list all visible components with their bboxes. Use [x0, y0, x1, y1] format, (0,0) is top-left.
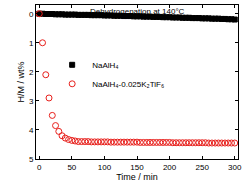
svg-text:5: 5 — [29, 155, 34, 164]
svg-text:Time / min: Time / min — [116, 172, 158, 182]
svg-text:0: 0 — [37, 163, 42, 172]
svg-text:0: 0 — [29, 10, 34, 19]
svg-text:200: 200 — [163, 163, 177, 172]
svg-text:2: 2 — [29, 68, 34, 77]
svg-text:NaAlH₄: NaAlH₄ — [92, 61, 118, 70]
svg-text:250: 250 — [195, 163, 209, 172]
svg-text:Dehydrogenation at 140°C: Dehydrogenation at 140°C — [90, 7, 185, 16]
svg-text:NaAlH₄-0.025K₂TiF₆: NaAlH₄-0.025K₂TiF₆ — [92, 80, 164, 89]
svg-text:50: 50 — [67, 163, 76, 172]
svg-text:H/M / wt%: H/M / wt% — [16, 61, 26, 102]
svg-text:4: 4 — [29, 126, 34, 135]
svg-text:1: 1 — [29, 39, 34, 48]
svg-text:300: 300 — [228, 163, 242, 172]
svg-text:150: 150 — [130, 163, 144, 172]
svg-text:100: 100 — [98, 163, 112, 172]
svg-text:3: 3 — [29, 97, 34, 106]
